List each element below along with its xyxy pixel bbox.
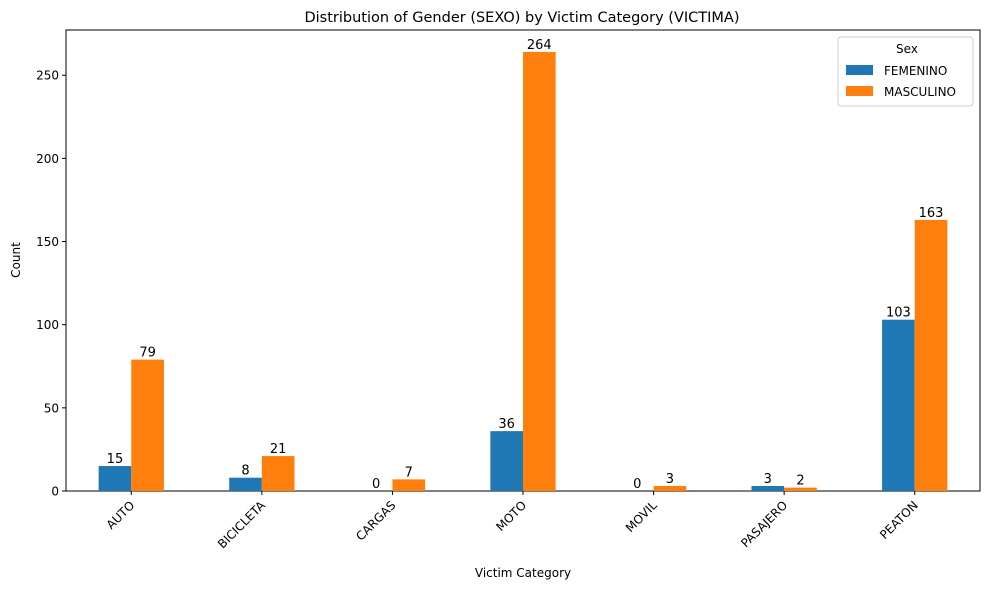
- legend-swatch-masculino: [846, 86, 873, 96]
- y-tick-label-50: 50: [44, 401, 59, 415]
- legend-title: Sex: [896, 42, 918, 56]
- y-axis: 0 50 100 150 200 250: [36, 69, 66, 499]
- y-tick-label-150: 150: [36, 235, 59, 249]
- value-label-masculino-cargas: 7: [405, 465, 413, 480]
- value-label-femenino-peaton: 103: [886, 306, 911, 321]
- x-tick-label-bicicleta: BICICLETA: [215, 498, 269, 552]
- x-tick-label-moto: MOTO: [493, 498, 529, 534]
- x-tick-label-cargas: CARGAS: [353, 498, 398, 543]
- y-axis-label: Count: [9, 242, 23, 278]
- value-label-masculino-moto: 264: [527, 38, 552, 53]
- legend-swatch-femenino: [846, 65, 873, 75]
- chart-title: Distribution of Gender (SEXO) by Victim …: [304, 10, 739, 26]
- value-label-femenino-movil: 0: [633, 477, 641, 492]
- y-tick-label-100: 100: [36, 318, 59, 332]
- bars-layer: [98, 51, 948, 492]
- value-label-femenino-pasajero: 3: [764, 472, 772, 487]
- bar-masculino-cargas: [392, 479, 426, 491]
- bar-masculino-movil: [653, 486, 687, 491]
- value-label-masculino-movil: 3: [666, 472, 674, 487]
- bar-femenino-moto: [490, 431, 523, 491]
- value-label-femenino-auto: 15: [107, 452, 124, 467]
- value-label-femenino-bicicleta: 8: [241, 464, 249, 479]
- bar-femenino-bicicleta: [229, 477, 262, 491]
- legend: Sex FEMENINO MASCULINO: [837, 36, 974, 107]
- x-tick-label-pasajero: PASAJERO: [738, 498, 790, 550]
- bar-masculino-auto: [131, 359, 164, 491]
- bar-masculino-pasajero: [784, 487, 817, 491]
- y-tick-label-250: 250: [36, 69, 59, 83]
- x-axis: AUTO BICICLETA CARGAS MOTO MOVIL PASAJERO PEAT…: [104, 491, 921, 551]
- bar-femenino-pasajero: [751, 486, 785, 491]
- value-label-masculino-bicicleta: 21: [270, 442, 287, 457]
- bar-masculino-bicicleta: [261, 456, 295, 491]
- legend-label-femenino: FEMENINO: [884, 64, 947, 78]
- legend-label-masculino: MASCULINO: [884, 85, 956, 99]
- bar-masculino-peaton: [914, 219, 948, 492]
- value-label-masculino-peaton: 163: [919, 206, 944, 221]
- value-labels-layer: 15 79 8 21 0 7 36 264 0 3 3 2 103 163: [107, 38, 944, 492]
- x-tick-label-peaton: PEATON: [877, 498, 921, 542]
- value-label-femenino-moto: 36: [498, 417, 515, 432]
- x-tick-label-auto: AUTO: [104, 498, 138, 532]
- bar-femenino-peaton: [882, 319, 915, 491]
- bar-masculino-moto: [523, 51, 556, 491]
- value-label-masculino-pasajero: 2: [796, 474, 804, 489]
- value-label-femenino-cargas: 0: [372, 477, 380, 492]
- y-tick-label-200: 200: [36, 152, 59, 166]
- y-tick-label-0: 0: [51, 485, 59, 499]
- x-tick-label-movil: MOVIL: [623, 498, 660, 535]
- x-axis-label: Victim Category: [475, 566, 571, 580]
- bar-femenino-auto: [98, 466, 132, 491]
- value-label-masculino-auto: 79: [139, 346, 156, 361]
